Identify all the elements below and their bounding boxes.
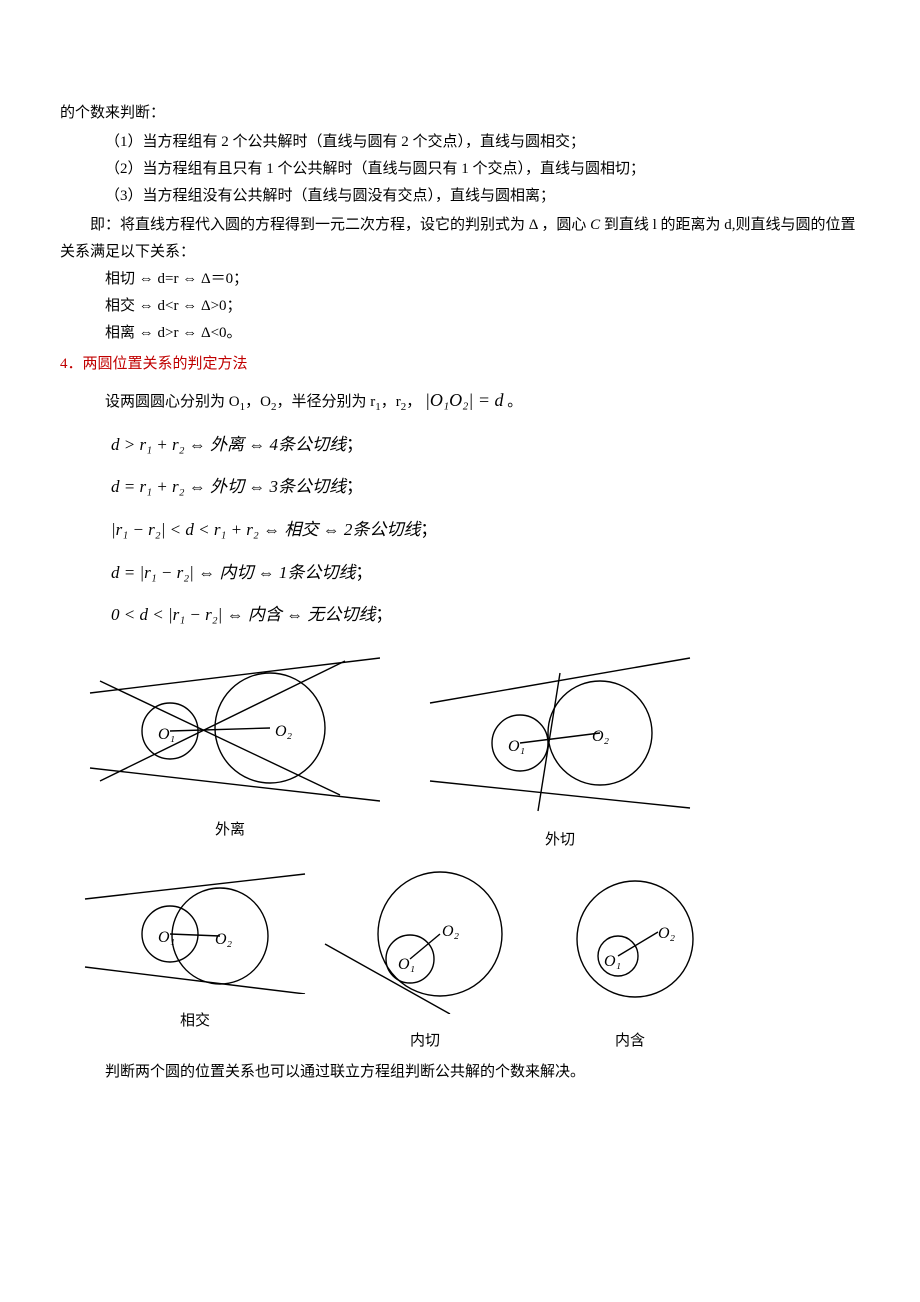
diagram-nei-qie: O₁ O₂ 内切	[320, 864, 530, 1055]
label-o1-4: O₁	[398, 956, 415, 973]
f3-semi: ；	[420, 520, 437, 539]
label-o2-4: O₂	[442, 923, 460, 940]
caption-xiang-jiao: 相交	[80, 1008, 310, 1035]
diagram-row-1: O₁ O₂ 外离 O₁ O₂ 外切	[80, 643, 860, 854]
label-o1-3: O₁	[158, 929, 175, 946]
section-4-title: 4．两圆位置关系的判定方法	[60, 351, 860, 378]
f4-text: d = |r₁ − r₂| ⇔ 内切 ⇔ 1条公切线	[111, 563, 355, 582]
f5-text: 0 < d < |r₁ − r₂| ⇔ 内含 ⇔ 无公切线	[111, 605, 375, 624]
rule-2: （2）当方程组有且只有 1 个公共解时（直线与圆只有 1 个交点），直线与圆相切…	[60, 156, 860, 183]
svg-wai-li: O₁ O₂	[80, 643, 380, 803]
label-o1: O₁	[158, 726, 175, 743]
relation-intersect: 相交 ⇔ d<r ⇔ Δ>0；	[60, 293, 860, 320]
diagram-wai-qie: O₁ O₂ 外切	[420, 643, 700, 854]
formula-2: d = r₁ + r₂ ⇔ 外切 ⇔ 3条公切线；	[111, 472, 860, 503]
caption-wai-li: 外离	[80, 817, 380, 844]
period: 。	[504, 394, 523, 410]
label-o1-5: O₁	[604, 953, 621, 970]
f2-text: d = r₁ + r₂ ⇔ 外切 ⇔ 3条公切线	[111, 477, 346, 496]
diagram-wai-li: O₁ O₂ 外离	[80, 643, 380, 854]
f3-text: |r₁ − r₂| < d < r₁ + r₂ ⇔ 相交 ⇔ 2条公切线	[111, 520, 420, 539]
intro-b: ，O	[245, 394, 271, 410]
svg-wai-qie: O₁ O₂	[420, 643, 700, 813]
formula-1: d > r₁ + r₂ ⇔ 外离 ⇔ 4条公切线；	[111, 430, 860, 461]
formula-3: |r₁ − r₂| < d < r₁ + r₂ ⇔ 相交 ⇔ 2条公切线；	[111, 515, 860, 546]
two-circles-intro: 设两圆圆心分别为 O1，O2，半径分别为 r1，r2， |O₁O₂| = d 。	[60, 384, 860, 418]
label-o2-3: O₂	[215, 931, 233, 948]
intro-e: ，	[406, 394, 421, 410]
formula-5: 0 < d < |r₁ − r₂| ⇔ 内含 ⇔ 无公切线；	[111, 600, 860, 631]
relation-separate: 相离 ⇔ d>r ⇔ Δ<0。	[60, 320, 860, 347]
diagram-nei-han: O₁ O₂ 内含	[540, 864, 720, 1055]
distance-formula: |O₁O₂| = d	[425, 390, 504, 410]
intro-c: ，半径分别为 r	[276, 394, 375, 410]
intro-fragment: 的个数来判断：	[60, 100, 860, 127]
rule-3: （3）当方程组没有公共解时（直线与圆没有交点），直线与圆相离；	[60, 183, 860, 210]
intro-a: 设两圆圆心分别为 O	[105, 394, 240, 410]
f1-semi: ；	[346, 435, 363, 454]
svg-nei-qie: O₁ O₂	[320, 864, 530, 1014]
f1-text: d > r₁ + r₂ ⇔ 外离 ⇔ 4条公切线	[111, 435, 346, 454]
para2a: 即：将直线方程代入圆的方程得到一元二次方程，设它的判别式为 Δ ，圆心	[90, 217, 590, 233]
f5-semi: ；	[375, 605, 392, 624]
svg-xiang-jiao: O₁ O₂	[80, 864, 310, 994]
conclusion: 判断两个圆的位置关系也可以通过联立方程组判断公共解的个数来解决。	[60, 1059, 860, 1086]
discriminant-paragraph: 即：将直线方程代入圆的方程得到一元二次方程，设它的判别式为 Δ ，圆心 C 到直…	[60, 212, 860, 266]
caption-nei-qie: 内切	[320, 1028, 530, 1055]
label-o2-5: O₂	[658, 925, 676, 942]
label-o2-2: O₂	[592, 728, 610, 745]
f2-semi: ；	[346, 477, 363, 496]
diagram-row-2: O₁ O₂ 相交 O₁ O₂ 内切	[80, 864, 860, 1055]
f4-semi: ；	[355, 563, 372, 582]
svg-nei-han: O₁ O₂	[540, 864, 720, 1014]
relation-tangent: 相切 ⇔ d=r ⇔ Δ＝0；	[60, 266, 860, 293]
caption-nei-han: 内含	[540, 1028, 720, 1055]
center-c: C	[590, 217, 600, 233]
label-o1-2: O₁	[508, 738, 525, 755]
rule-1: （1）当方程组有 2 个公共解时（直线与圆有 2 个交点），直线与圆相交；	[60, 129, 860, 156]
diagram-xiang-jiao: O₁ O₂ 相交	[80, 864, 310, 1055]
label-o2: O₂	[275, 723, 293, 740]
formula-4: d = |r₁ − r₂| ⇔ 内切 ⇔ 1条公切线；	[111, 558, 860, 589]
intro-d: ，r	[381, 394, 401, 410]
caption-wai-qie: 外切	[420, 827, 700, 854]
